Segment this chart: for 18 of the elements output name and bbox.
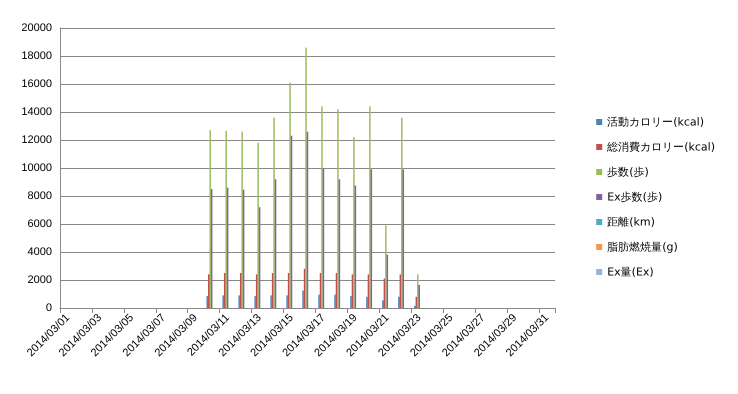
legend-label: 総消費カロリー(kcal)	[606, 140, 716, 154]
legend-label: Ex量(Ex)	[607, 266, 654, 278]
legend-label: 脂肪燃焼量(g)	[607, 240, 678, 254]
y-tick-label: 0	[46, 302, 52, 314]
legend-label: 活動カロリー(kcal)	[607, 116, 704, 128]
legend-label: 距離(km)	[607, 216, 655, 228]
y-tick-label: 4000	[28, 246, 52, 258]
y-tick-label: 8000	[28, 190, 52, 202]
y-tick-label: 16000	[21, 78, 52, 90]
y-tick-label: 14000	[21, 106, 52, 118]
y-tick-label: 2000	[28, 274, 52, 286]
legend-label: 歩数(歩)	[607, 166, 649, 178]
y-tick-label: 18000	[21, 50, 52, 62]
y-tick-label: 20000	[21, 22, 52, 34]
y-tick-label: 10000	[21, 162, 52, 174]
y-tick-label: 12000	[21, 134, 52, 146]
y-tick-label: 6000	[28, 218, 52, 230]
legend-label: Ex歩数(歩)	[607, 190, 662, 204]
